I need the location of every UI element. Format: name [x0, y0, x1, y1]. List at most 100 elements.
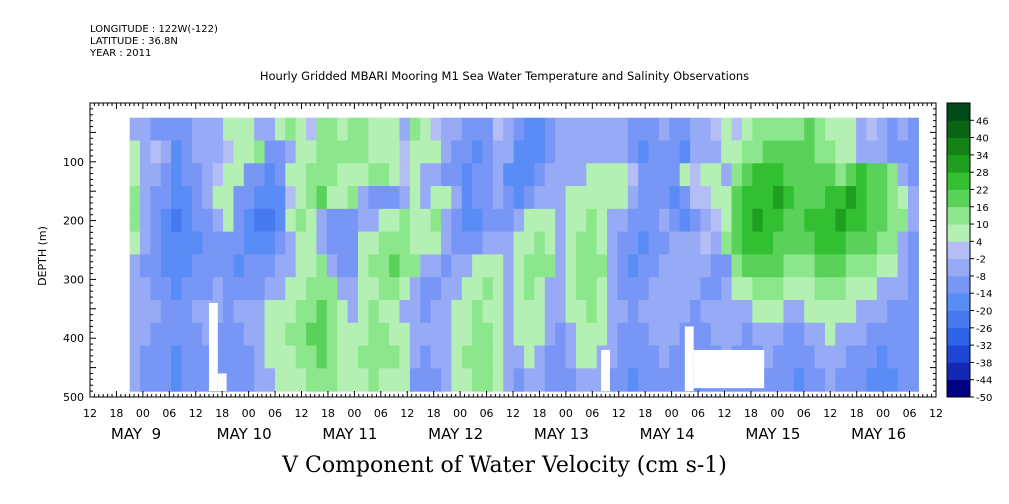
heatmap-cell [316, 231, 328, 256]
heatmap-cell [212, 163, 224, 187]
heatmap-cell [534, 186, 546, 210]
heatmap-cell [513, 163, 525, 187]
heatmap-cell [887, 231, 899, 256]
heatmap-cell [575, 299, 587, 324]
heatmap-cell [472, 186, 484, 210]
heatmap-cell [783, 254, 795, 278]
heatmap-cell [357, 117, 369, 142]
heatmap-cell [627, 140, 639, 164]
heatmap-cell [295, 345, 307, 369]
heatmap-cell [357, 368, 369, 392]
heatmap-cell [596, 163, 608, 187]
heatmap-cell [191, 254, 203, 278]
heatmap-cell [866, 208, 878, 233]
heatmap-cell [783, 277, 795, 301]
heatmap-cell [503, 299, 515, 324]
heatmap-cell [544, 140, 556, 164]
heatmap-cell [710, 322, 722, 347]
heatmap-cell [845, 277, 857, 301]
heatmap-cell [586, 140, 598, 164]
heatmap-cell [607, 322, 619, 347]
heatmap-cell [887, 345, 899, 369]
heatmap-cell [223, 277, 235, 301]
heatmap-cell [773, 299, 785, 324]
heatmap-cell [150, 299, 162, 324]
x-tick-label: 18 [321, 407, 335, 420]
heatmap-cell [472, 231, 484, 256]
heatmap-cell [835, 140, 847, 164]
heatmap-cell [399, 277, 411, 301]
heatmap-cell [399, 345, 411, 369]
heatmap-cell [721, 140, 733, 164]
heatmap-cell [648, 254, 660, 278]
heatmap-cell [835, 254, 847, 278]
heatmap-cell [409, 186, 421, 210]
heatmap-cell [285, 231, 297, 256]
heatmap-cell [731, 186, 743, 210]
heatmap-cell [710, 231, 722, 256]
x-tick-label: 06 [268, 407, 282, 420]
heatmap-cell [223, 186, 235, 210]
heatmap-cell [762, 299, 774, 324]
x-tick-label: 12 [612, 407, 626, 420]
heatmap-cell [212, 186, 224, 210]
heatmap-cell [908, 345, 919, 369]
heatmap-cell [129, 208, 141, 233]
x-tick-label: 06 [585, 407, 599, 420]
heatmap-cell [150, 277, 162, 301]
heatmap-cell [461, 117, 473, 142]
heatmap-cell [669, 163, 681, 187]
heatmap-cell [555, 140, 567, 164]
heatmap-cell [295, 208, 307, 233]
heatmap-cell [752, 186, 764, 210]
heatmap-cell [440, 208, 452, 233]
heatmap-cell [731, 117, 743, 142]
heatmap-cell [887, 117, 899, 142]
heatmap-cell [596, 277, 608, 301]
heatmap-cell [191, 299, 203, 324]
heatmap-cell [430, 345, 442, 369]
heatmap-cell [544, 368, 556, 392]
heatmap-cell [140, 345, 152, 369]
heatmap-cell [638, 277, 650, 301]
heatmap-cell [191, 345, 203, 369]
heatmap-cell [710, 208, 722, 233]
heatmap-cell [264, 163, 276, 187]
latitude-label: LATITUDE : 36.8N [90, 36, 178, 47]
heatmap-cell [814, 231, 826, 256]
heatmap-cell [212, 254, 224, 278]
heatmap-cell [783, 231, 795, 256]
heatmap-cell [171, 163, 183, 187]
heatmap-cell [658, 322, 670, 347]
heatmap-cell [316, 345, 328, 369]
colorbar-label: -2 [976, 255, 986, 266]
heatmap-cell [378, 277, 390, 301]
heatmap-cell [461, 345, 473, 369]
heatmap-cell [243, 117, 255, 142]
heatmap-cell [306, 186, 318, 210]
heatmap-cell [586, 322, 598, 347]
heatmap-cell [793, 277, 805, 301]
heatmap-cell [513, 299, 525, 324]
heatmap-cell [856, 368, 868, 392]
heatmap-cell [191, 186, 203, 210]
heatmap-cell [741, 140, 753, 164]
heatmap-cell [399, 186, 411, 210]
heatmap-cell [233, 254, 245, 278]
heatmap-cell [524, 163, 535, 187]
heatmap-cell [793, 322, 805, 347]
heatmap-cell [181, 254, 193, 278]
heatmap-cell [658, 277, 670, 301]
heatmap-cell [368, 322, 380, 347]
heatmap-cell [773, 368, 785, 392]
heatmap-cell [316, 208, 328, 233]
heatmap-cell [202, 345, 214, 369]
x-tick-label: 12 [718, 407, 732, 420]
heatmap-cell [575, 254, 587, 278]
heatmap-cell [804, 231, 816, 256]
heatmap-cell [191, 140, 203, 164]
heatmap-cell [824, 277, 836, 301]
heatmap-cell [150, 163, 162, 187]
heatmap-cell [461, 299, 473, 324]
heatmap-cell [638, 163, 650, 187]
